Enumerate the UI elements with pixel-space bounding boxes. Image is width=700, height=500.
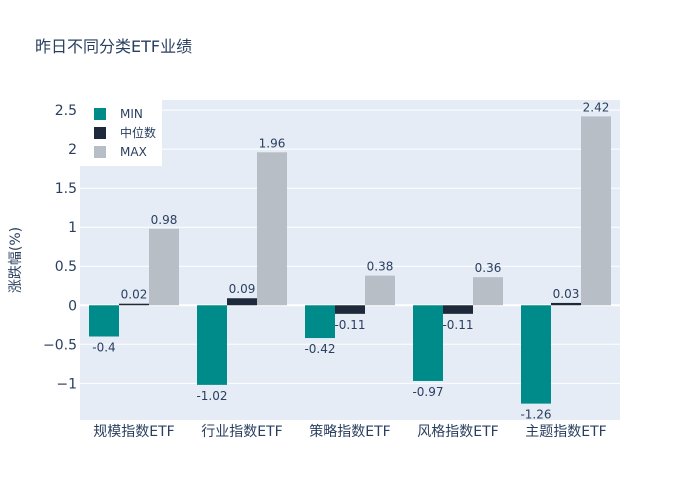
legend[interactable]: MIN 中位数 MAX bbox=[80, 100, 162, 166]
data-label: 2.42 bbox=[583, 100, 610, 114]
data-label: 0.02 bbox=[121, 288, 148, 302]
chart-title: 昨日不同分类ETF业绩 bbox=[35, 37, 193, 56]
x-tick-label: 行业指数ETF bbox=[201, 424, 282, 440]
bar[interactable] bbox=[335, 305, 365, 314]
data-label: -0.11 bbox=[334, 318, 365, 332]
data-label: 0.36 bbox=[475, 261, 502, 275]
x-tick-label: 策略指数ETF bbox=[309, 423, 390, 440]
legend-swatch[interactable] bbox=[94, 146, 106, 158]
bar[interactable] bbox=[443, 305, 473, 314]
bars bbox=[89, 116, 611, 404]
legend-label[interactable]: MIN bbox=[120, 107, 143, 121]
bar[interactable] bbox=[473, 277, 503, 306]
data-label: 0.09 bbox=[229, 282, 256, 296]
data-labels: -0.4 0.02 0.98 -1.02 0.09 1.96 -0.42 -0.11 0.38 -… bbox=[92, 100, 609, 421]
data-label: 0.98 bbox=[151, 213, 178, 227]
bar[interactable] bbox=[89, 305, 119, 337]
legend-label[interactable]: 中位数 bbox=[120, 125, 156, 140]
y-tick-label: 1 bbox=[68, 220, 77, 236]
bar[interactable] bbox=[149, 228, 179, 306]
bar[interactable] bbox=[305, 305, 335, 339]
x-axis-ticks: 规模指数ETF 行业指数ETF 策略指数ETF 风格指数ETF 主题指数ETF bbox=[93, 423, 606, 440]
y-tick-label: −1 bbox=[56, 376, 77, 392]
y-tick-label: 1.5 bbox=[55, 181, 77, 197]
y-axis-label: 涨跌幅(%) bbox=[8, 227, 24, 293]
bar[interactable] bbox=[581, 116, 611, 306]
bar[interactable] bbox=[413, 305, 443, 381]
data-label: -0.4 bbox=[92, 340, 115, 354]
bar[interactable] bbox=[365, 275, 395, 306]
bar[interactable] bbox=[119, 303, 149, 306]
bar[interactable] bbox=[197, 305, 227, 385]
y-tick-label: −0.5 bbox=[43, 337, 77, 353]
data-label: 1.96 bbox=[259, 136, 286, 150]
data-label: -1.26 bbox=[520, 408, 551, 422]
y-tick-label: 2.5 bbox=[55, 103, 77, 119]
legend-swatch[interactable] bbox=[94, 108, 106, 120]
data-label: 0.03 bbox=[553, 287, 580, 301]
legend-box bbox=[80, 100, 162, 166]
x-tick-label: 风格指数ETF bbox=[417, 424, 498, 440]
bar[interactable] bbox=[551, 302, 581, 306]
bar[interactable] bbox=[227, 298, 257, 306]
y-tick-label: 0.5 bbox=[55, 259, 77, 275]
y-tick-label: 0 bbox=[68, 298, 77, 314]
bar[interactable] bbox=[257, 152, 287, 306]
x-tick-label: 规模指数ETF bbox=[93, 424, 174, 440]
y-axis-ticks: −1 −0.5 0 0.5 1 1.5 2 2.5 bbox=[43, 103, 77, 392]
y-tick-label: 2 bbox=[68, 142, 77, 158]
data-label: -1.02 bbox=[196, 389, 227, 403]
data-label: -0.97 bbox=[412, 385, 443, 399]
legend-label[interactable]: MAX bbox=[120, 145, 147, 159]
data-label: -0.42 bbox=[304, 342, 335, 356]
x-tick-label: 主题指数ETF bbox=[525, 424, 606, 440]
legend-swatch[interactable] bbox=[94, 127, 106, 139]
data-label: -0.11 bbox=[442, 318, 473, 332]
bar[interactable] bbox=[521, 305, 551, 404]
data-label: 0.38 bbox=[367, 260, 394, 274]
